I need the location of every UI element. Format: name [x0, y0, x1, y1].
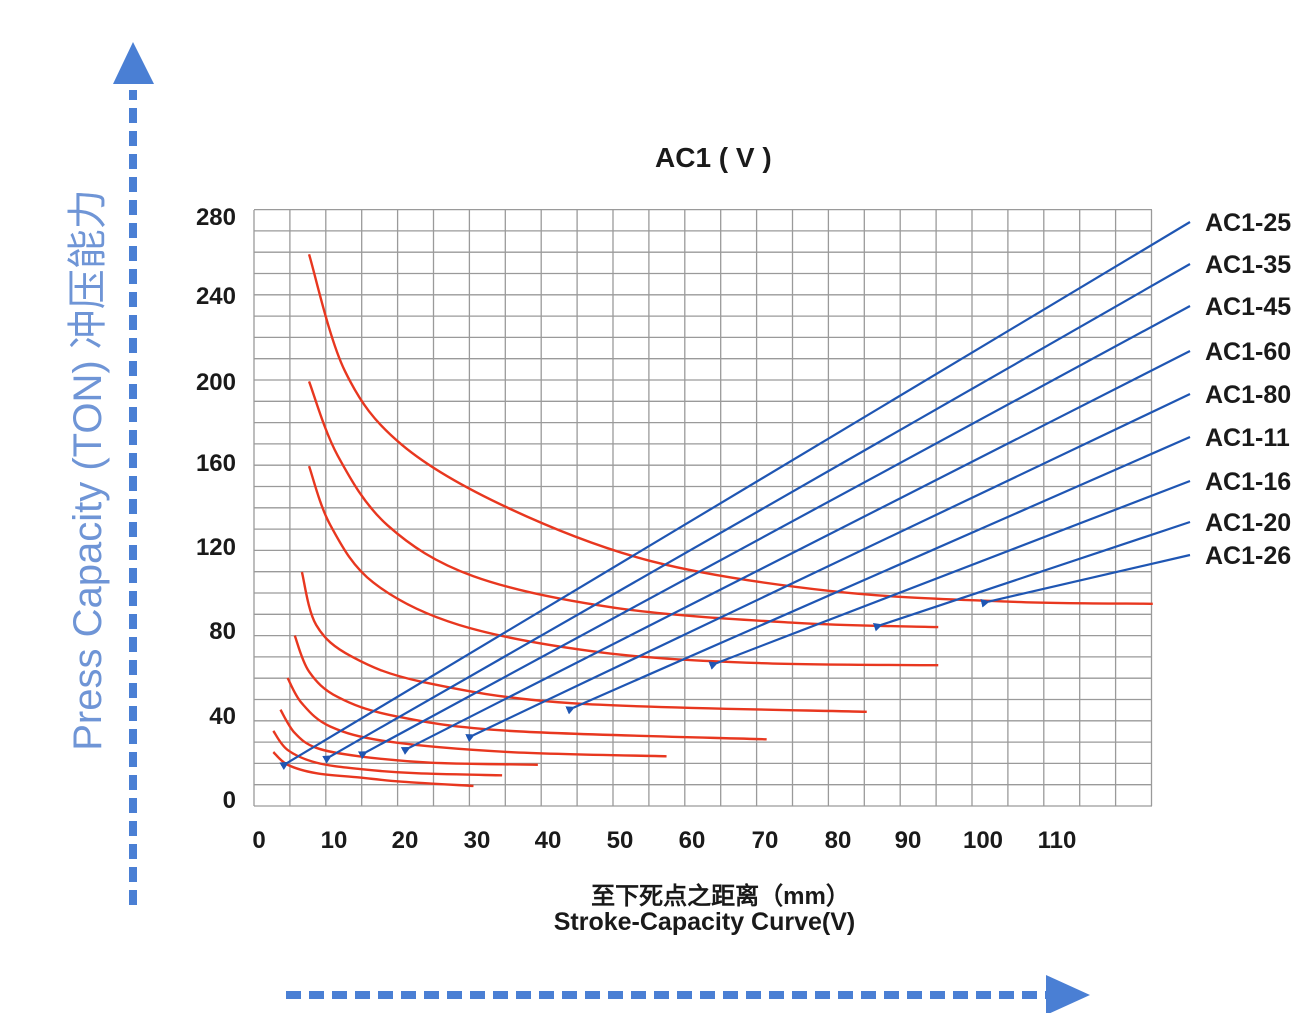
x-tick-label: 80: [825, 827, 852, 854]
tick-labels: 0 10 20 30 40 50 60 70 80 90 100 110 0 40 80 120 160 200 2…: [196, 204, 1076, 854]
y-axis-label: Press Capacity (TON) 冲压能力: [66, 189, 110, 751]
capacity-curve-ac1-16: [307, 465, 939, 667]
capacity-curve-ac1-35: [272, 730, 503, 777]
y-tick-label: 0: [223, 787, 236, 814]
x-tick-label: 60: [679, 827, 706, 854]
arrow-up-icon: [113, 42, 154, 84]
axis-arrows: [113, 42, 1090, 1013]
stroke-line-ac1-20: [872, 520, 1191, 632]
stroke-line-ac1-11: [565, 435, 1191, 715]
stroke-line-ac1-16: [708, 479, 1191, 670]
capacity-curve-ac1-45: [279, 709, 538, 766]
y-tick-label: 200: [196, 369, 236, 396]
capacity-curve-ac1-20: [307, 380, 939, 629]
legend-ac1-60: AC1-60: [1205, 338, 1291, 366]
x-tick-label: 0: [252, 827, 265, 854]
stroke-line-ac1-80: [465, 393, 1191, 743]
x-tick-label: 70: [752, 827, 779, 854]
x-tick-label: 90: [895, 827, 922, 854]
x-tick-label: 50: [607, 827, 634, 854]
stroke-line-ac1-25: [279, 221, 1191, 771]
x-axis-label-cn: 至下死点之距离（mm）: [591, 883, 850, 910]
stroke-line-ac1-26: [980, 553, 1191, 608]
y-tick-label: 280: [196, 204, 236, 231]
legend-ac1-20: AC1-20: [1205, 509, 1291, 537]
chart-title: AC1 ( V ): [655, 142, 772, 173]
y-tick-label: 240: [196, 283, 236, 310]
x-tick-label: 110: [1038, 827, 1077, 854]
x-axis-label-en: Stroke-Capacity Curve(V): [553, 908, 856, 936]
x-tick-label: 30: [464, 827, 491, 854]
capacity-curve-ac1-26: [307, 253, 1153, 605]
stroke-line-ac1-35: [322, 263, 1191, 764]
arrow-right-icon: [1046, 975, 1090, 1013]
y-tick-label: 40: [209, 703, 236, 730]
legend-ac1-16: AC1-16: [1205, 468, 1291, 496]
legend-ac1-80: AC1-80: [1205, 381, 1291, 409]
legend-ac1-11: AC1-11: [1205, 424, 1290, 452]
stroke-line-ac1-60: [400, 350, 1191, 755]
capacity-curves: [272, 253, 1153, 788]
x-tick-label: 10: [321, 827, 348, 854]
x-tick-label: 20: [392, 827, 419, 854]
legend-ac1-45: AC1-45: [1205, 293, 1291, 321]
legend-ac1-25: AC1-25: [1205, 209, 1291, 237]
legend-ac1-26: AC1-26: [1205, 542, 1291, 570]
y-tick-label: 120: [196, 534, 236, 561]
x-tick-label: 40: [535, 827, 562, 854]
capacity-curve-ac1-11: [300, 571, 867, 714]
capacity-curve-ac1-80: [293, 635, 767, 741]
legend: AC1-25 AC1-35 AC1-45 AC1-60 AC1-80 AC1-11 AC1-…: [1205, 209, 1291, 570]
y-tick-label: 80: [209, 618, 236, 645]
stroke-lines: [279, 221, 1191, 771]
legend-ac1-35: AC1-35: [1205, 251, 1291, 279]
stroke-line-ac1-45: [357, 305, 1191, 760]
capacity-curve-ac1-60: [286, 677, 667, 758]
y-tick-label: 160: [196, 450, 236, 477]
grid: [253, 208, 1153, 807]
x-tick-label: 100: [963, 827, 1003, 854]
